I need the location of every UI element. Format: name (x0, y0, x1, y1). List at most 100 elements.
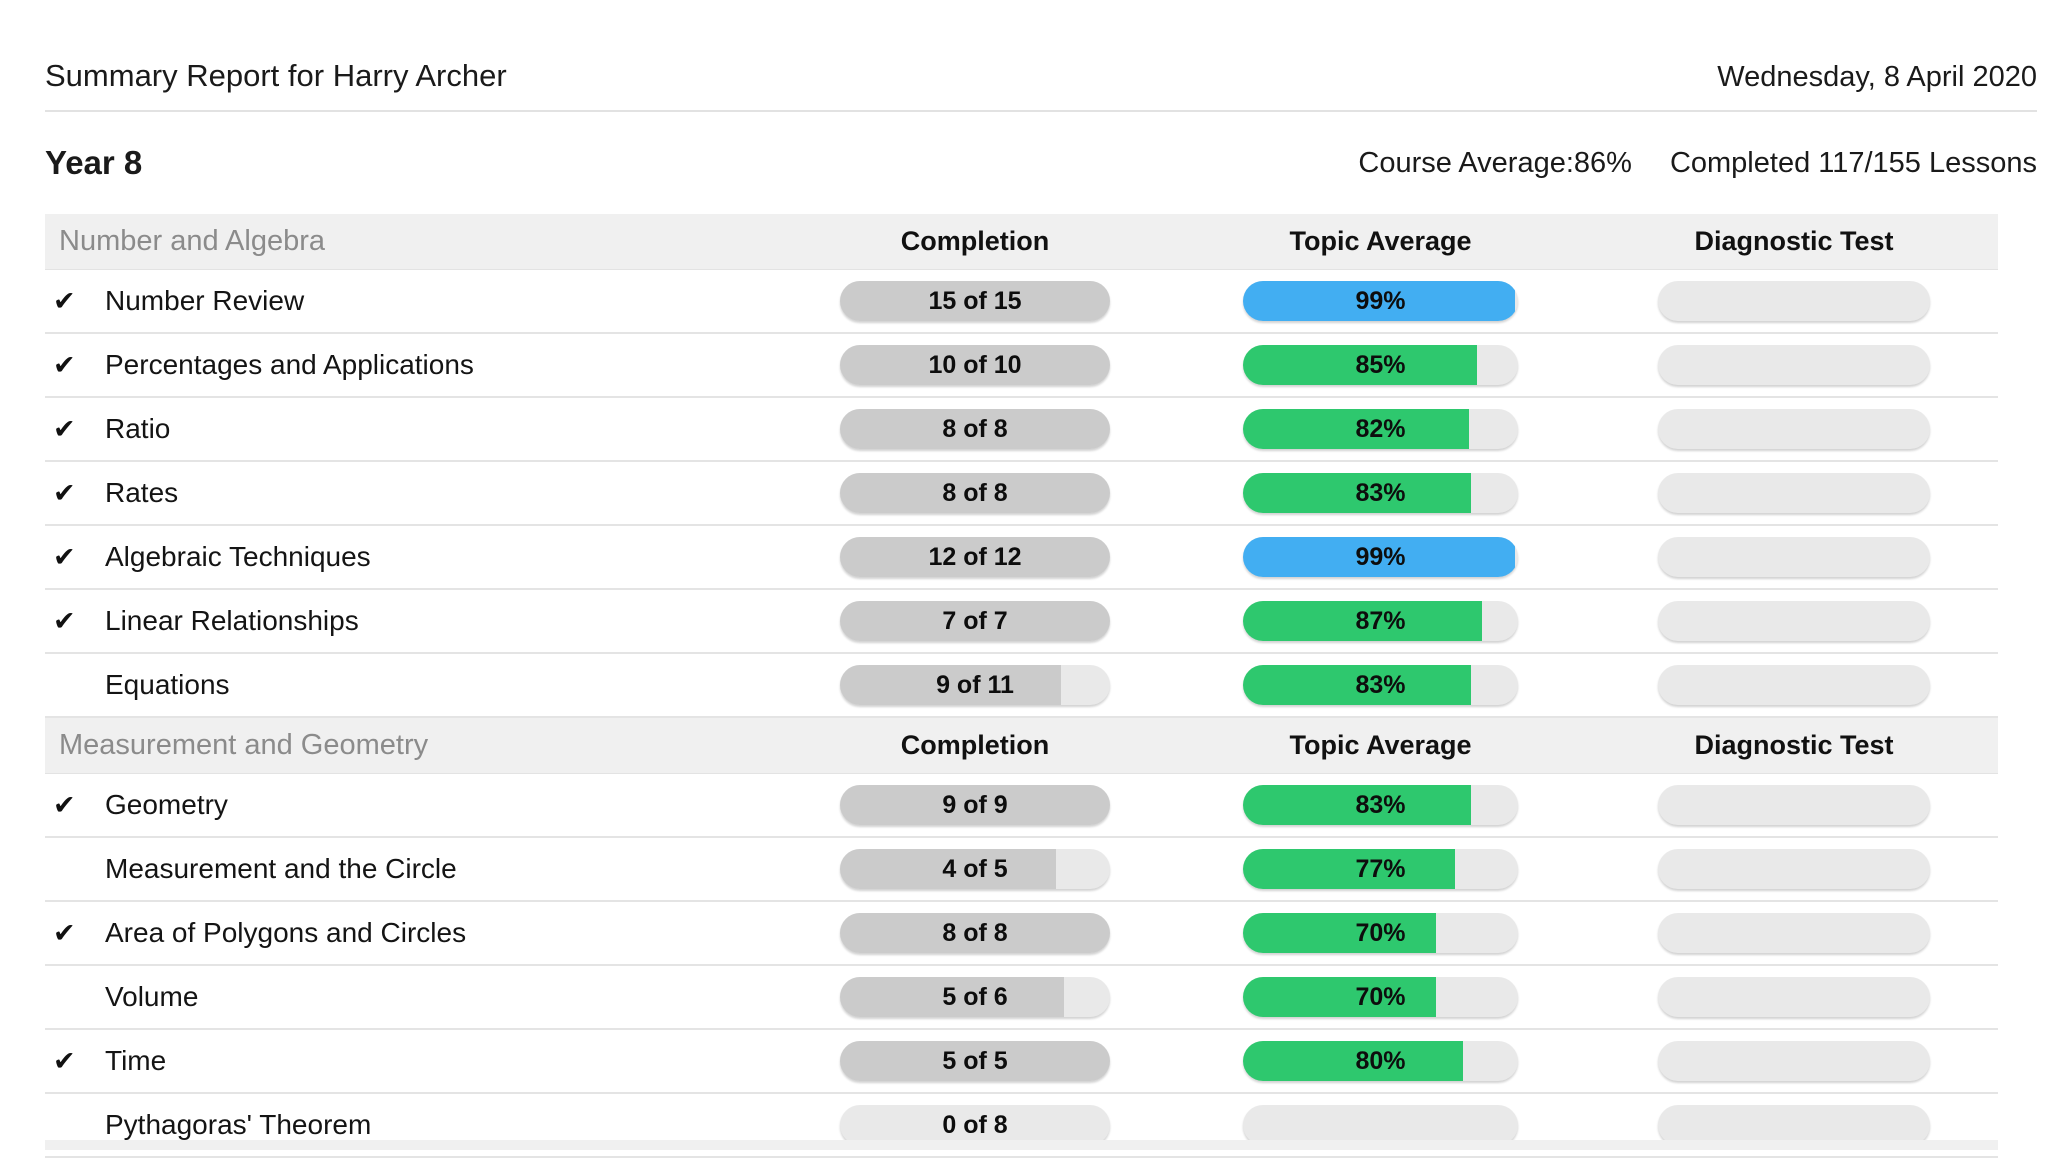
completion-label: 15 of 15 (928, 287, 1022, 315)
completion-fill (840, 1041, 1110, 1081)
topic-average-label: 99% (1355, 543, 1406, 571)
completed-check-icon: ✔ (53, 541, 76, 572)
completion-label: 9 of 11 (936, 671, 1014, 699)
completion-fill (840, 785, 1110, 825)
diagnostic-test-pill (1658, 913, 1930, 953)
completion-pill: 8 of 8 (840, 473, 1110, 513)
report-header: Summary Report for Harry Archer Wednesda… (45, 0, 2037, 112)
completed-check-icon: ✔ (53, 789, 76, 820)
completion-pill: 15 of 15 (840, 281, 1110, 321)
course-average-label: Course Average: (1358, 146, 1574, 179)
report-date: Wednesday, 8 April 2020 (1717, 61, 2037, 93)
topic-average-pill: 85% (1243, 345, 1518, 385)
course-average-value: 86% (1573, 146, 1632, 179)
next-section-bar-partial (45, 1140, 1998, 1150)
topic-average-fill (1243, 913, 1436, 953)
topic-average-pill: 83% (1243, 785, 1518, 825)
diagnostic-test-pill (1658, 977, 1930, 1017)
topic-name: Algebraic Techniques (105, 541, 371, 572)
table-row: Measurement and the Circle 4 of 5 77% (45, 838, 1998, 902)
section-header-bar: Number and Algebra Completion Topic Aver… (45, 214, 1998, 270)
completion-label: 8 of 8 (942, 415, 1008, 443)
completion-label: 5 of 5 (942, 1047, 1008, 1075)
page-title: Summary Report for Harry Archer (45, 58, 507, 93)
topic-average-label: 87% (1355, 607, 1406, 635)
topic-average-label: 80% (1355, 1047, 1406, 1075)
topic-average-fill (1243, 281, 1516, 321)
completion-label: 4 of 5 (942, 855, 1008, 883)
completion-pill: 7 of 7 (840, 601, 1110, 641)
topic-average-fill (1243, 665, 1472, 705)
section-title: Measurement and Geometry (59, 729, 429, 761)
completed-check-icon: ✔ (53, 413, 76, 444)
diagnostic-test-pill (1658, 281, 1930, 321)
diagnostic-test-pill (1658, 537, 1930, 577)
completion-fill (840, 473, 1110, 513)
topic-average-label: 85% (1355, 351, 1406, 379)
topic-average-fill (1243, 1041, 1463, 1081)
column-header-topic-average: Topic Average (1289, 226, 1472, 256)
topic-name: Linear Relationships (105, 605, 359, 636)
column-header-diagnostic-test: Diagnostic Test (1694, 730, 1894, 760)
completion-fill (840, 537, 1110, 577)
completion-pill: 8 of 8 (840, 913, 1110, 953)
diagnostic-test-pill (1658, 601, 1930, 641)
topic-name: Percentages and Applications (105, 349, 474, 380)
table-row: ✔ Time 5 of 5 80% (45, 1030, 1998, 1094)
topic-average-label: 77% (1355, 855, 1406, 883)
topic-name: Measurement and the Circle (105, 853, 457, 884)
topic-section: Measurement and Geometry Completion Topi… (45, 718, 1998, 1158)
completion-fill (840, 913, 1110, 953)
completed-check-icon: ✔ (53, 349, 76, 380)
course-stats: Course Average:86% Completed 117/155 Les… (1358, 147, 2037, 180)
topic-average-fill (1243, 849, 1455, 889)
topic-average-pill: 83% (1243, 665, 1518, 705)
section-title: Number and Algebra (59, 225, 325, 257)
topic-section: Number and Algebra Completion Topic Aver… (45, 214, 1998, 718)
topic-name: Time (105, 1045, 167, 1076)
completion-pill: 12 of 12 (840, 537, 1110, 577)
topic-average-pill: 77% (1243, 849, 1518, 889)
topic-name: Pythagoras' Theorem (105, 1109, 372, 1140)
topic-average-pill: 87% (1243, 601, 1518, 641)
completed-check-icon: ✔ (53, 477, 76, 508)
topic-name: Number Review (105, 285, 305, 316)
section-header-bar: Measurement and Geometry Completion Topi… (45, 718, 1998, 774)
topic-average-label: 82% (1355, 415, 1406, 443)
completion-pill: 10 of 10 (840, 345, 1110, 385)
topic-average-label (1243, 1105, 1518, 1145)
topic-average-label: 83% (1355, 791, 1406, 819)
report-table: Number and Algebra Completion Topic Aver… (45, 214, 1998, 1158)
completion-pill: 9 of 11 (840, 665, 1110, 705)
topic-name: Ratio (105, 413, 171, 444)
completion-pill: 8 of 8 (840, 409, 1110, 449)
column-header-completion: Completion (900, 226, 1050, 256)
topic-average-pill: 82% (1243, 409, 1518, 449)
diagnostic-test-pill (1658, 409, 1930, 449)
completed-check-icon: ✔ (53, 285, 76, 316)
completion-fill (840, 409, 1110, 449)
topic-average-pill (1243, 1105, 1518, 1145)
completion-pill: 9 of 9 (840, 785, 1110, 825)
completion-label: 8 of 8 (942, 919, 1008, 947)
diagnostic-test-pill (1658, 665, 1930, 705)
section-rows: ✔ Geometry 9 of 9 83% Measurement and th… (45, 774, 1998, 1158)
section-rows: ✔ Number Review 15 of 15 99% ✔ Percentag… (45, 270, 1998, 718)
table-row: ✔ Percentages and Applications 10 of 10 … (45, 334, 1998, 398)
topic-average-fill (1243, 785, 1472, 825)
table-row: ✔ Linear Relationships 7 of 7 87% (45, 590, 1998, 654)
completion-fill (840, 281, 1110, 321)
course-name: Year 8 (45, 144, 143, 181)
table-row: Volume 5 of 6 70% (45, 966, 1998, 1030)
completion-fill (840, 345, 1110, 385)
topic-average-fill (1243, 537, 1516, 577)
topic-name: Volume (105, 981, 199, 1012)
completion-fill (840, 601, 1110, 641)
completed-check-icon: ✔ (53, 917, 76, 948)
completion-fill (840, 665, 1062, 705)
table-row: Equations 9 of 11 83% (45, 654, 1998, 718)
diagnostic-test-pill (1658, 785, 1930, 825)
topic-average-pill: 83% (1243, 473, 1518, 513)
completion-label: 7 of 7 (942, 607, 1008, 635)
table-row: ✔ Geometry 9 of 9 83% (45, 774, 1998, 838)
